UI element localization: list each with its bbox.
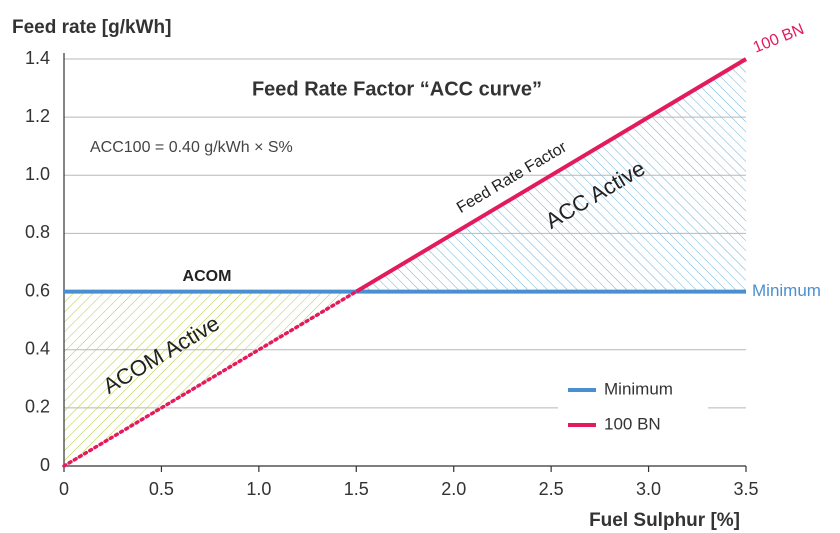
annotation: ACC100 = 0.40 g/kWh × S%	[90, 139, 293, 156]
x-tick-label: 1.0	[246, 479, 271, 499]
x-axis-title: Fuel Sulphur [%]	[589, 510, 740, 531]
x-tick-label: 1.5	[344, 479, 369, 499]
y-tick-label: 0.6	[25, 280, 50, 300]
line-100bn	[62, 289, 359, 468]
y-tick-label: 1.2	[25, 106, 50, 126]
line-100bn	[355, 57, 748, 294]
x-tick-label: 3.0	[636, 479, 661, 499]
x-tick-label: 3.5	[733, 479, 758, 499]
series-end-label: 100 BN	[751, 21, 807, 57]
x-tick-label: 0.5	[149, 479, 174, 499]
legend-box	[558, 375, 708, 443]
x-tick-label: 2.5	[539, 479, 564, 499]
x-tick-label: 2.0	[441, 479, 466, 499]
y-tick-label: 0	[40, 455, 50, 475]
annotation: ACOM	[183, 268, 232, 285]
y-tick-label: 0.8	[25, 222, 50, 242]
legend-label: 100 BN	[604, 414, 661, 433]
series-end-label: Minimum	[752, 281, 821, 300]
chart-title: Feed Rate Factor “ACC curve”	[252, 78, 542, 100]
y-tick-label: 1.0	[25, 164, 50, 184]
y-tick-label: 0.2	[25, 397, 50, 417]
y-tick-label: 0.4	[25, 338, 50, 358]
y-tick-label: 1.4	[25, 48, 50, 68]
x-tick-label: 0	[59, 479, 69, 499]
y-axis-title: Feed rate [g/kWh]	[12, 17, 171, 38]
legend-label: Minimum	[604, 379, 673, 398]
